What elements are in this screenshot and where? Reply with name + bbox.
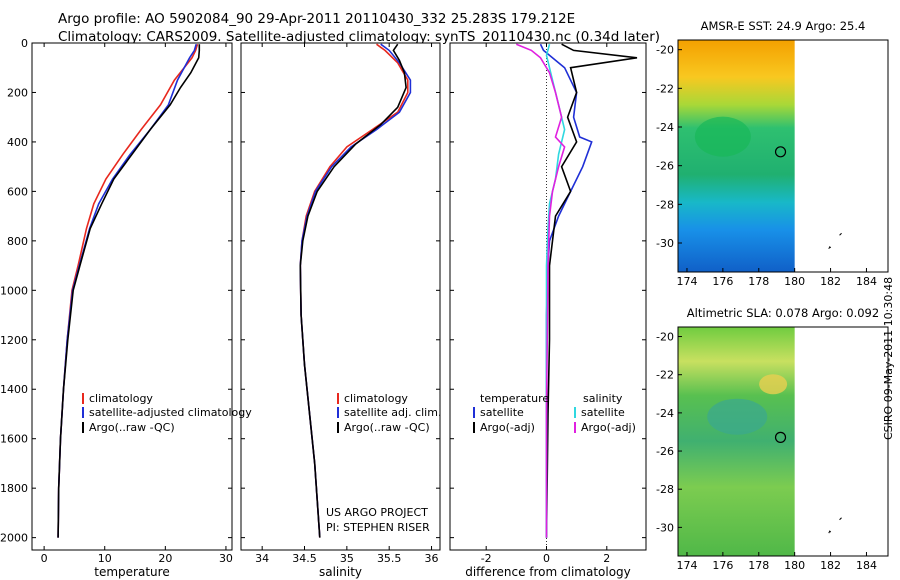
argo-position-marker	[774, 431, 787, 443]
x-tick-label: 2	[603, 552, 610, 565]
chart-title-line2: Climatology: CARS2009. Satellite-adjuste…	[58, 29, 661, 45]
island-mark	[828, 245, 832, 250]
x-axis-label: salinity	[319, 565, 362, 579]
y-tick-label: 1000	[0, 284, 28, 297]
island-mark	[828, 530, 832, 534]
map-x-tick-label: 176	[712, 275, 733, 288]
legend-label: climatology	[344, 392, 408, 405]
argo-position-marker	[774, 146, 787, 158]
map-y-tick-label: -26	[656, 445, 674, 458]
x-tick-label: 30	[219, 552, 233, 565]
x-tick-label: 20	[158, 552, 172, 565]
map-field-1	[678, 40, 795, 272]
x-tick-label: 34	[255, 552, 269, 565]
sla-high-blob	[759, 374, 788, 395]
map-x-tick-label: 176	[712, 559, 733, 572]
map-y-tick-label: -20	[656, 331, 674, 344]
project-credit: US ARGO PROJECT	[326, 506, 428, 519]
map-frame-1	[677, 39, 889, 273]
legend-header: salinity	[583, 392, 623, 405]
map-y-tick-label: -22	[656, 369, 674, 382]
map-title: Altimetric SLA: 0.078 Argo: 0.092	[687, 306, 879, 320]
map-y-tick-label: -28	[656, 198, 674, 211]
y-tick-label: 600	[7, 185, 28, 198]
island-mark	[839, 232, 842, 236]
x-tick-label: 10	[98, 552, 112, 565]
x-tick-label: -2	[481, 552, 492, 565]
map-y-tick-label: -22	[656, 82, 674, 95]
legend-header: temperature	[480, 392, 549, 405]
sst-green-blob	[694, 116, 751, 157]
y-tick-label: 1600	[0, 433, 28, 446]
map-x-tick-label: 178	[748, 275, 769, 288]
legend-label: satellite-adjusted climatology	[89, 406, 252, 419]
y-tick-label: 400	[7, 136, 28, 149]
map-y-tick-label: -20	[656, 44, 674, 57]
x-tick-label: 35	[340, 552, 354, 565]
map-title: AMSR-E SST: 24.9 Argo: 25.4	[701, 19, 866, 33]
y-tick-label: 2000	[0, 532, 28, 545]
legend-label: satellite	[480, 406, 524, 419]
y-tick-label: 1800	[0, 482, 28, 495]
map-y-tick-label: -30	[656, 237, 674, 250]
map-x-tick-label: 174	[676, 559, 697, 572]
legend-label: Argo(-adj)	[581, 421, 636, 434]
x-axis-label: temperature	[94, 565, 169, 579]
x-axis-label: difference from climatology	[465, 565, 631, 579]
csiro-timestamp: CSIRO 09-May-2011 10:30:48	[882, 276, 895, 440]
map-y-tick-label: -26	[656, 160, 674, 173]
island-mark	[839, 517, 842, 521]
y-tick-label: 1400	[0, 383, 28, 396]
legend-label: satellite adj. clim.	[344, 406, 441, 419]
pi-credit: PI: STEPHEN RISER	[326, 521, 430, 534]
legend-label: Argo(-adj)	[480, 421, 535, 434]
y-tick-label: 0	[21, 37, 28, 50]
plot-frame-2	[240, 42, 441, 551]
series-line-3-3	[545, 43, 566, 538]
series-line-3-2	[545, 43, 638, 538]
series-line-3-4	[515, 43, 566, 538]
sla-low-blob	[707, 398, 768, 435]
map-y-tick-label: -24	[656, 121, 674, 134]
legend-label: climatology	[89, 392, 153, 405]
x-tick-label: 0	[41, 552, 48, 565]
plot-frame-1	[31, 42, 233, 551]
y-tick-label: 800	[7, 235, 28, 248]
series-line-2-3	[299, 43, 407, 538]
map-y-tick-label: -28	[656, 483, 674, 496]
map-x-tick-label: 178	[748, 559, 769, 572]
legend-label: satellite	[581, 406, 625, 419]
x-tick-label: 34.5	[292, 552, 317, 565]
map-x-tick-label: 182	[820, 559, 841, 572]
map-x-tick-label: 180	[784, 275, 805, 288]
map-x-tick-label: 182	[820, 275, 841, 288]
map-frame-2	[677, 326, 889, 557]
x-tick-label: 35.5	[377, 552, 402, 565]
map-y-tick-label: -24	[656, 407, 674, 420]
map-x-tick-label: 174	[676, 275, 697, 288]
chart-title-line1: Argo profile: AO 5902084_90 29-Apr-2011 …	[58, 11, 576, 27]
series-line-1-3	[57, 44, 201, 538]
map-x-tick-label: 180	[784, 559, 805, 572]
y-tick-label: 200	[7, 86, 28, 99]
x-tick-label: 36	[425, 552, 439, 565]
map-field-2	[678, 327, 795, 556]
map-x-tick-label: 184	[856, 559, 877, 572]
legend-label: Argo(..raw -QC)	[89, 421, 175, 434]
y-tick-label: 1200	[0, 334, 28, 347]
map-y-tick-label: -30	[656, 521, 674, 534]
legend-label: Argo(..raw -QC)	[344, 421, 430, 434]
x-tick-label: 0	[543, 552, 550, 565]
map-x-tick-label: 184	[856, 275, 877, 288]
